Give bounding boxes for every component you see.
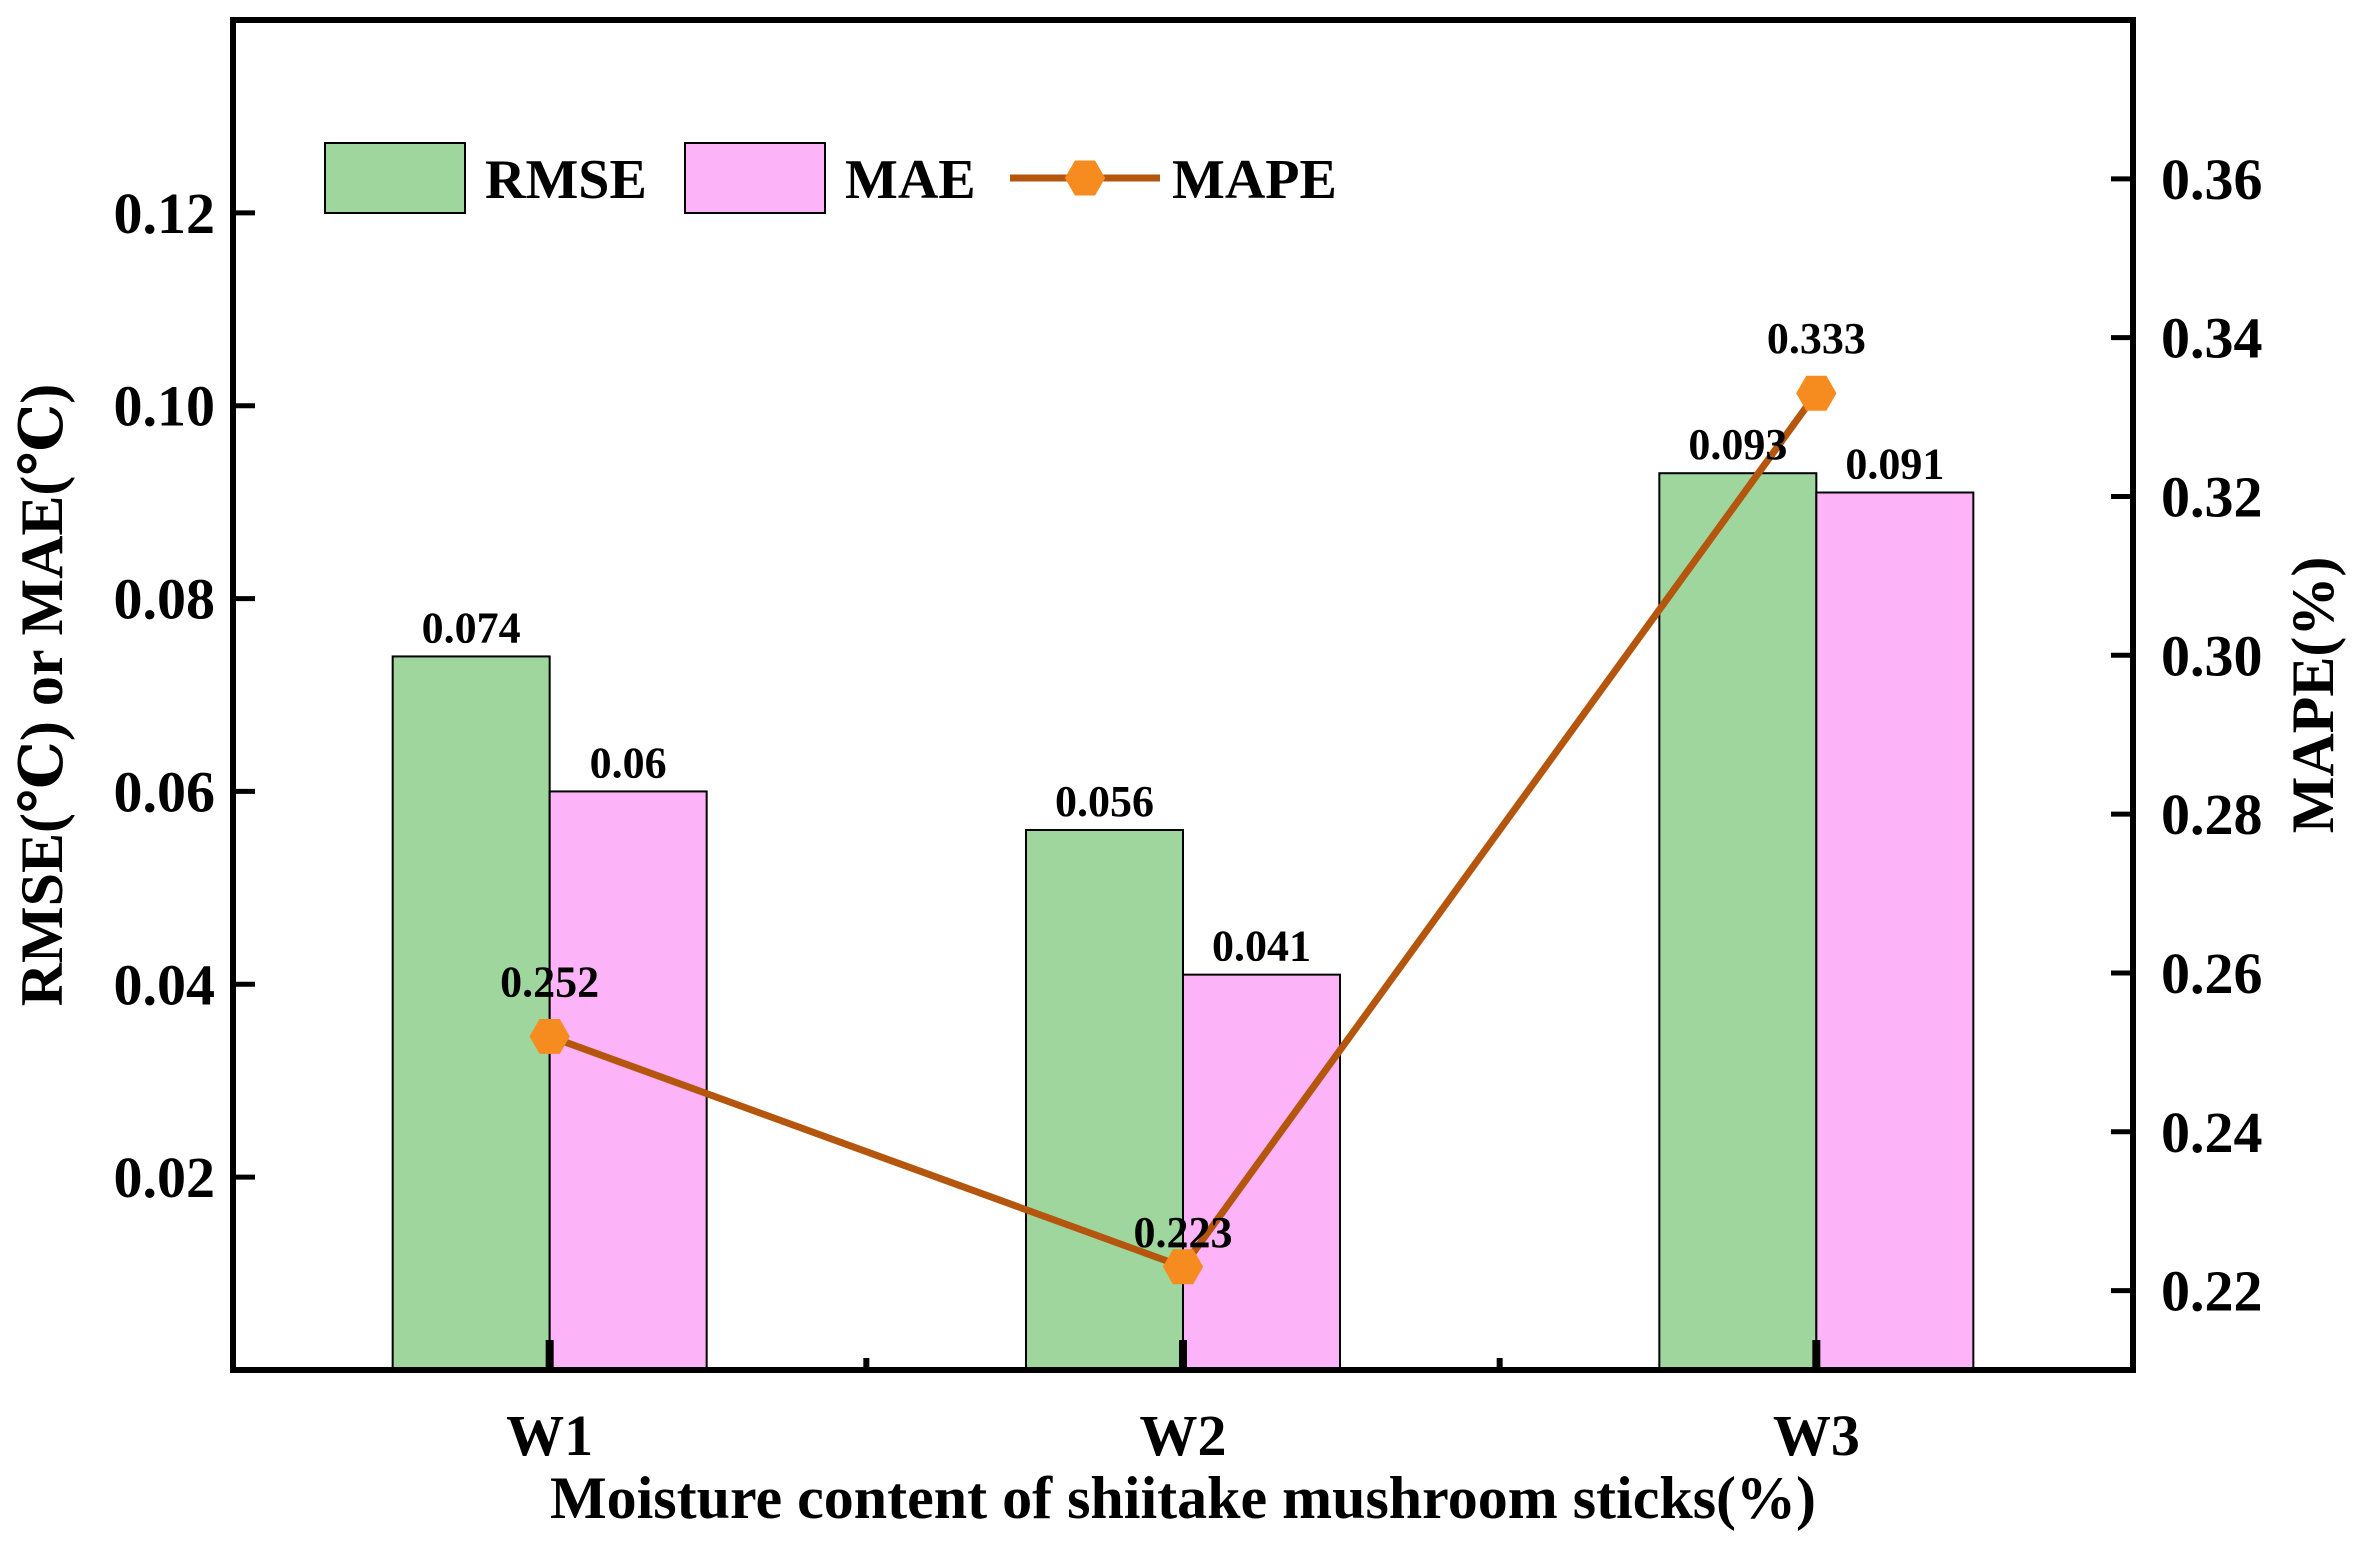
legend-label-rmse: RMSE <box>485 149 647 211</box>
marker-mape-w2 <box>1162 1249 1204 1285</box>
bar-mae-w3 <box>1815 491 1975 1371</box>
y-tick-label: 0.12 <box>114 181 216 246</box>
bar-mae-w1 <box>548 790 708 1371</box>
marker-mape-w1 <box>529 1019 570 1054</box>
legend-swatch-rmse <box>324 142 466 214</box>
data-label-mape-w3: 0.333 <box>1767 314 1866 363</box>
y2-tick-label: 0.26 <box>2161 941 2263 1006</box>
y2-tick-label: 0.36 <box>2161 147 2263 212</box>
legend-marker-mape <box>1064 160 1106 196</box>
y2-tick-label: 0.28 <box>2161 782 2263 847</box>
y-tick-label: 0.08 <box>114 567 216 632</box>
y-axis-title: RMSE(℃) or MAE(℃) <box>9 384 75 1007</box>
data-label-mae-w1: 0.06 <box>590 738 667 787</box>
y2-tick-label: 0.24 <box>2161 1100 2263 1165</box>
bar-rmse-w2 <box>1025 829 1184 1371</box>
y-tick-label: 0.10 <box>114 374 216 439</box>
x-tick-label-w2: W2 <box>1140 1403 1227 1468</box>
y-tick-label: 0.02 <box>114 1145 216 1210</box>
data-label-mae-w2: 0.041 <box>1212 922 1311 971</box>
marker-mape-w3 <box>1796 375 1837 411</box>
bar-rmse-w1 <box>391 655 551 1371</box>
legend-label-mae: MAE <box>845 149 976 211</box>
data-label-mape-w2: 0.223 <box>1134 1208 1233 1257</box>
x-tick-label-w1: W1 <box>506 1403 593 1468</box>
legend-swatch-mae <box>684 142 826 214</box>
y2-tick-label: 0.22 <box>2161 1259 2263 1324</box>
y2-tick-label: 0.34 <box>2161 306 2263 371</box>
y2-axis-title: MAPE(%) <box>2280 557 2346 834</box>
y2-tick-label: 0.32 <box>2161 464 2263 529</box>
data-label-rmse-w1: 0.074 <box>422 603 521 652</box>
bar-rmse-w3 <box>1658 472 1818 1371</box>
y-tick-label: 0.04 <box>114 952 216 1017</box>
data-label-mae-w3: 0.091 <box>1845 440 1944 489</box>
bars-layer <box>391 472 1975 1372</box>
labels-layer: 0.074 0.056 0.093 0.06 0.041 0.091 0.252 0.223 0… <box>422 314 1945 1257</box>
line-layer <box>529 375 1837 1285</box>
data-label-rmse-w2: 0.056 <box>1055 777 1154 826</box>
y2-tick-label: 0.30 <box>2161 623 2263 688</box>
x-tick-label-w3: W3 <box>1773 1403 1860 1468</box>
legend-layer: RMSE MAE MAPE <box>324 142 1337 214</box>
x-axis-title: Moisture content of shiitake mushroom st… <box>550 1465 1816 1531</box>
data-label-rmse-w3: 0.093 <box>1688 420 1787 469</box>
legend-label-mape: MAPE <box>1172 149 1337 211</box>
bar-mae-w2 <box>1182 973 1341 1372</box>
y-tick-label: 0.06 <box>114 759 216 824</box>
axes-layer: 0.02 0.04 0.06 0.08 0.10 0.12 0.22 0.24 0.26 0.28… <box>114 147 2263 1468</box>
data-label-mape-w1: 0.252 <box>500 957 599 1006</box>
